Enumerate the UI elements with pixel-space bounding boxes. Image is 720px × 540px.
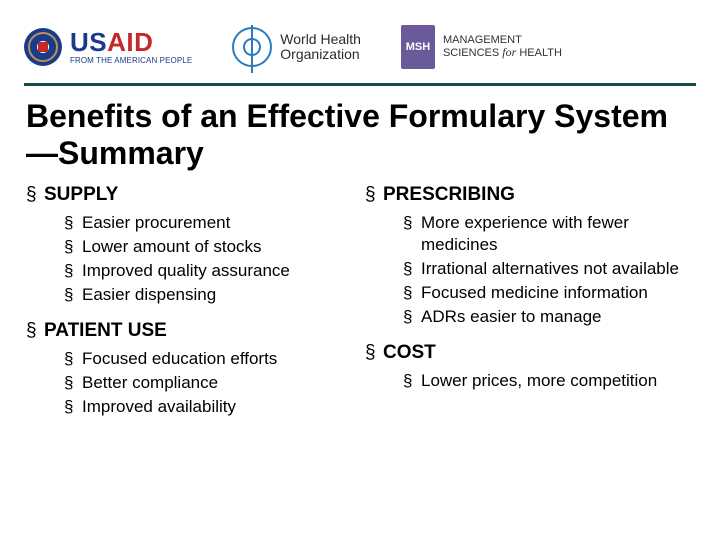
list-item: Irrational alternatives not available: [403, 258, 694, 280]
header-divider: [24, 83, 696, 86]
list-item: Lower amount of stocks: [64, 236, 355, 258]
usaid-wordmark: USAID: [70, 29, 192, 55]
section-prescribing: PRESCRIBING More experience with fewer m…: [365, 184, 694, 328]
list-item: Improved quality assurance: [64, 260, 355, 282]
list-item: Improved availability: [64, 396, 355, 418]
list-item: Focused medicine information: [403, 282, 694, 304]
list-item: Better compliance: [64, 372, 355, 394]
msh-line2: SCIENCES for HEALTH: [443, 46, 562, 60]
section-patient-use: PATIENT USE Focused education efforts Be…: [26, 320, 355, 418]
section-heading: PATIENT USE: [26, 320, 355, 342]
slide-title: Benefits of an Effective Formulary Syste…: [0, 86, 720, 178]
right-column: PRESCRIBING More experience with fewer m…: [365, 184, 694, 433]
section-cost: COST Lower prices, more competition: [365, 342, 694, 392]
section-heading: COST: [365, 342, 694, 364]
usaid-word-aid: AID: [107, 27, 153, 57]
list-item: Easier dispensing: [64, 284, 355, 306]
who-line1: World Health: [280, 32, 361, 47]
msh-logo: MSH MANAGEMENT SCIENCES for HEALTH: [401, 25, 562, 69]
list-item: More experience with fewer medicines: [403, 212, 694, 256]
section-heading: PRESCRIBING: [365, 184, 694, 206]
content-columns: SUPPLY Easier procurement Lower amount o…: [0, 178, 720, 433]
who-line2: Organization: [280, 47, 361, 62]
usaid-word-us: US: [70, 27, 107, 57]
list-item: Lower prices, more competition: [403, 370, 694, 392]
usaid-seal-icon: [24, 28, 62, 66]
section-supply: SUPPLY Easier procurement Lower amount o…: [26, 184, 355, 306]
section-heading: SUPPLY: [26, 184, 355, 206]
list-item: Focused education efforts: [64, 348, 355, 370]
left-column: SUPPLY Easier procurement Lower amount o…: [26, 184, 355, 433]
who-emblem-icon: [232, 27, 272, 67]
logo-header: USAID FROM THE AMERICAN PEOPLE World Hea…: [0, 0, 720, 86]
usaid-logo: USAID FROM THE AMERICAN PEOPLE: [24, 28, 192, 66]
list-item: ADRs easier to manage: [403, 306, 694, 328]
who-logo: World Health Organization: [232, 27, 361, 67]
usaid-tagline: FROM THE AMERICAN PEOPLE: [70, 57, 192, 65]
list-item: Easier procurement: [64, 212, 355, 234]
msh-badge-icon: MSH: [401, 25, 435, 69]
